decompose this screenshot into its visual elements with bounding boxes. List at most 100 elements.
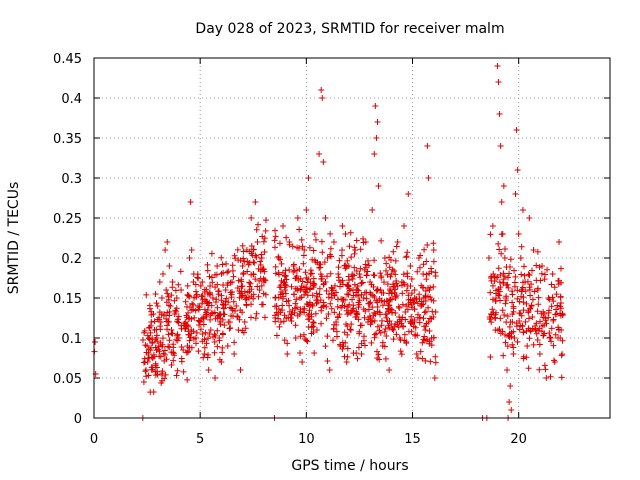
data-point <box>510 351 517 357</box>
data-point <box>336 257 343 264</box>
data-point <box>224 269 231 276</box>
data-point <box>276 323 283 330</box>
data-point <box>252 315 259 322</box>
data-point <box>365 300 372 307</box>
data-point <box>156 309 163 316</box>
data-point <box>427 358 434 365</box>
data-point <box>185 323 192 330</box>
data-point <box>346 277 353 284</box>
data-point <box>390 248 397 255</box>
data-point <box>219 261 226 268</box>
data-point <box>363 289 370 296</box>
data-point <box>512 273 519 280</box>
data-point <box>367 279 374 285</box>
data-point <box>424 143 431 149</box>
data-point <box>152 360 159 367</box>
data-point <box>310 320 317 327</box>
data-point <box>408 290 415 297</box>
data-point <box>333 333 340 340</box>
data-point <box>528 302 535 309</box>
data-point <box>335 271 342 277</box>
data-point <box>214 263 221 269</box>
data-point <box>552 331 559 338</box>
data-point <box>143 349 150 356</box>
data-point <box>199 300 206 307</box>
data-point <box>172 287 179 294</box>
data-point <box>184 376 191 383</box>
data-point <box>186 293 193 300</box>
data-point <box>544 266 551 273</box>
data-point <box>333 321 340 328</box>
data-point <box>500 183 507 189</box>
data-point <box>400 271 407 278</box>
data-point <box>207 316 214 323</box>
data-point <box>193 291 200 298</box>
data-point <box>170 341 177 348</box>
data-point <box>386 297 393 304</box>
data-point <box>190 301 197 308</box>
data-point <box>408 276 415 283</box>
data-point <box>318 238 325 245</box>
data-point <box>302 269 309 276</box>
data-point <box>237 367 244 373</box>
data-point <box>294 312 301 319</box>
data-point <box>383 267 390 274</box>
data-point <box>205 367 212 373</box>
data-point <box>370 283 377 290</box>
data-point <box>304 338 311 345</box>
data-point <box>324 273 331 280</box>
data-point <box>149 340 156 347</box>
data-point <box>307 302 314 309</box>
data-point <box>301 247 308 253</box>
data-point <box>347 326 354 333</box>
data-point <box>485 255 492 261</box>
data-point <box>257 258 264 265</box>
data-point <box>161 357 168 364</box>
data-point <box>545 295 552 301</box>
data-point <box>275 294 282 301</box>
data-point <box>372 103 379 109</box>
data-point <box>339 277 346 284</box>
data-point <box>280 318 287 325</box>
data-point <box>493 274 500 281</box>
data-point <box>405 191 412 197</box>
data-point <box>327 270 334 277</box>
data-point <box>373 330 380 337</box>
data-point <box>229 279 236 285</box>
data-point <box>241 288 248 295</box>
data-point <box>527 292 534 299</box>
data-point <box>521 263 528 270</box>
data-point <box>390 336 397 343</box>
data-point <box>396 305 403 312</box>
data-point <box>164 290 171 297</box>
data-point <box>188 330 195 337</box>
data-point <box>554 302 561 309</box>
data-point <box>278 260 285 267</box>
data-point <box>334 296 341 303</box>
data-point <box>521 272 528 279</box>
data-point <box>159 370 166 377</box>
data-point <box>228 289 235 296</box>
data-point <box>248 215 255 221</box>
data-point <box>152 291 159 297</box>
data-point <box>192 288 199 295</box>
data-point <box>239 327 246 334</box>
data-point <box>233 303 240 309</box>
data-point <box>420 315 427 322</box>
data-point <box>346 301 353 308</box>
data-point <box>204 354 211 361</box>
data-point <box>211 349 218 356</box>
data-point <box>414 332 421 339</box>
data-point <box>174 332 181 339</box>
data-point <box>394 283 401 290</box>
data-point <box>534 308 541 315</box>
data-point <box>354 282 361 289</box>
data-point <box>201 286 208 293</box>
data-point <box>545 314 552 321</box>
data-point <box>148 354 155 361</box>
data-point <box>290 261 297 268</box>
data-point <box>234 313 241 320</box>
data-point <box>292 305 299 312</box>
data-point <box>342 265 349 272</box>
data-point <box>334 303 341 310</box>
